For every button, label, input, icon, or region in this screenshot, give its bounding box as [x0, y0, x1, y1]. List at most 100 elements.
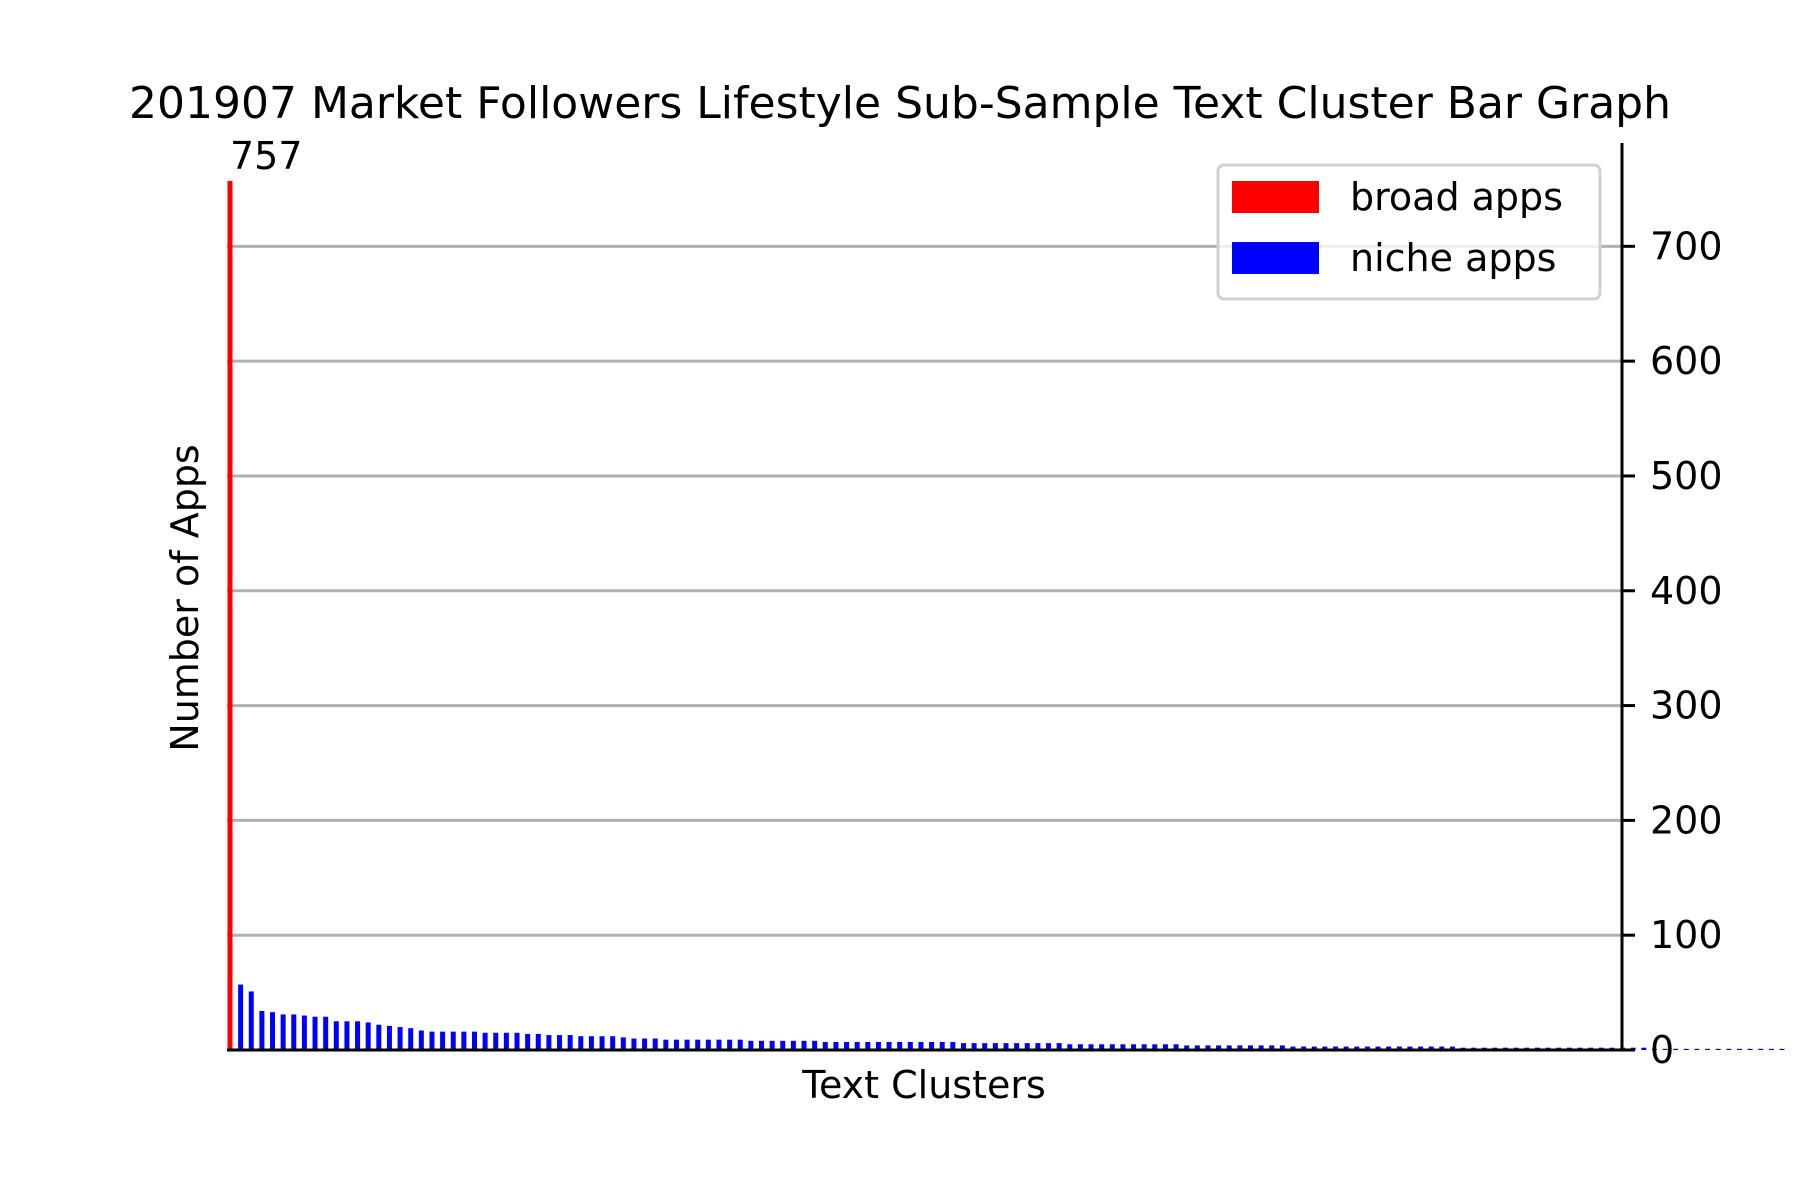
- bar-niche-apps-15: [397, 1027, 403, 1050]
- y-tick-label-200: 200: [1650, 798, 1723, 842]
- bar-niche-apps-3: [270, 1012, 276, 1050]
- y-tick-label-700: 700: [1650, 224, 1723, 268]
- bar-niche-apps-79: [1077, 1044, 1083, 1050]
- bar-niche-apps-23: [482, 1032, 488, 1050]
- bar-broad-apps-0: [227, 180, 233, 1051]
- bar-niche-apps-58: [854, 1041, 860, 1050]
- bar-niche-apps-134: [1662, 1048, 1668, 1050]
- bar-niche-apps-43: [695, 1039, 701, 1050]
- bar-niche-apps-93: [1226, 1045, 1232, 1050]
- bar-niche-apps-84: [1131, 1044, 1137, 1050]
- bar-niche-apps-75: [1035, 1043, 1041, 1050]
- bar-niche-apps-143: [1758, 1048, 1764, 1050]
- bar-niche-apps-90: [1194, 1045, 1200, 1050]
- bar-niche-apps-24: [493, 1032, 499, 1050]
- bar-niche-apps-61: [886, 1041, 892, 1050]
- bar-niche-apps-56: [833, 1041, 839, 1050]
- bar-niche-apps-89: [1184, 1045, 1190, 1050]
- bar-niche-apps-35: [610, 1036, 616, 1050]
- bar-niche-apps-59: [865, 1041, 871, 1050]
- bar-niche-apps-68: [960, 1043, 966, 1050]
- bar-niche-apps-138: [1705, 1048, 1711, 1050]
- bar-niche-apps-10: [344, 1021, 350, 1050]
- legend-label-niche-apps: niche apps: [1350, 236, 1556, 280]
- bar-niche-apps-50: [769, 1040, 775, 1050]
- bar-niche-apps-11: [355, 1021, 361, 1050]
- bar-niche-apps-133: [1651, 1048, 1657, 1050]
- bar-niche-apps-6: [301, 1015, 307, 1050]
- bar-niche-apps-96: [1258, 1045, 1264, 1050]
- bar-niche-apps-106: [1364, 1046, 1370, 1050]
- bar-niche-apps-31: [567, 1035, 573, 1050]
- y-axis: 0 100 200 300 400 500 600 700: [227, 143, 1723, 1072]
- bar-niche-apps-98: [1279, 1045, 1285, 1050]
- bar-niche-apps-145: [1779, 1048, 1785, 1050]
- y-tick-label-0: 0: [1650, 1028, 1674, 1072]
- bar-niche-apps-76: [1046, 1043, 1052, 1050]
- bar-niche-apps-27: [525, 1033, 531, 1050]
- bar-niche-apps-8: [323, 1016, 329, 1050]
- bar-niche-apps-91: [1205, 1045, 1211, 1050]
- bar-niche-apps-19: [440, 1031, 446, 1050]
- bar-niche-apps-4: [280, 1014, 286, 1050]
- bar-niche-apps-12: [365, 1022, 371, 1050]
- legend-swatch-niche-apps: [1232, 242, 1319, 274]
- bar-niche-apps-137: [1694, 1048, 1700, 1050]
- bar-niche-apps-103: [1333, 1046, 1339, 1050]
- bar-niche-apps-63: [907, 1041, 913, 1050]
- bar-niche-apps-82: [1109, 1044, 1115, 1050]
- bar-niche-apps-49: [759, 1040, 764, 1050]
- y-tick-label-600: 600: [1650, 339, 1723, 383]
- bar-niche-apps-57: [844, 1041, 850, 1050]
- bar-niche-apps-0: [238, 984, 244, 1050]
- bar-niche-apps-34: [599, 1036, 605, 1050]
- bar-niche-apps-108: [1386, 1046, 1392, 1050]
- bar-niche-apps-60: [875, 1041, 881, 1050]
- bar-niche-apps-140: [1726, 1048, 1732, 1050]
- bar-niche-apps-139: [1715, 1048, 1721, 1050]
- bar-niche-apps-45: [716, 1039, 722, 1050]
- bar-niche-apps-33: [588, 1036, 594, 1050]
- bar-niche-apps-109: [1396, 1046, 1402, 1050]
- grid-lines: [227, 244, 1622, 937]
- bar-niche-apps-142: [1747, 1048, 1753, 1050]
- bar-niche-apps-132: [1641, 1047, 1647, 1050]
- bar-niche-apps-83: [1120, 1044, 1126, 1050]
- bars: 757: [227, 134, 1785, 1051]
- bar-niche-apps-97: [1269, 1045, 1275, 1050]
- bar-niche-apps-88: [1173, 1044, 1179, 1050]
- bar-niche-apps-92: [1216, 1045, 1222, 1050]
- bar-niche-apps-81: [1099, 1044, 1105, 1050]
- chart-title: 201907 Market Followers Lifestyle Sub-Sa…: [129, 78, 1671, 129]
- bar-niche-apps-41: [673, 1039, 679, 1050]
- bar-niche-apps-135: [1673, 1048, 1679, 1050]
- bar-niche-apps-101: [1311, 1046, 1317, 1050]
- bar-niche-apps-94: [1237, 1045, 1243, 1050]
- bar-niche-apps-18: [429, 1031, 435, 1050]
- bar-niche-apps-104: [1343, 1046, 1349, 1050]
- bar-niche-apps-107: [1375, 1046, 1381, 1050]
- bar-niche-apps-77: [1056, 1043, 1062, 1050]
- x-axis-label: Text Clusters: [801, 1063, 1046, 1107]
- bar-niche-apps-85: [1141, 1044, 1147, 1050]
- y-tick-label-500: 500: [1650, 454, 1723, 498]
- bar-niche-apps-47: [737, 1039, 743, 1050]
- bar-niche-apps-71: [992, 1043, 998, 1050]
- bar-niche-apps-86: [1152, 1044, 1158, 1050]
- bar-niche-apps-7: [312, 1016, 318, 1050]
- bar-niche-apps-67: [950, 1041, 956, 1050]
- bar-niche-apps-99: [1290, 1046, 1296, 1050]
- bar-niche-apps-70: [982, 1043, 988, 1050]
- bar-niche-apps-26: [514, 1032, 520, 1050]
- bar-niche-apps-112: [1428, 1046, 1434, 1050]
- bar-niche-apps-64: [918, 1041, 924, 1050]
- bar-niche-apps-52: [790, 1040, 796, 1050]
- legend-swatch-broad-apps: [1232, 181, 1319, 213]
- bar-niche-apps-46: [727, 1039, 733, 1050]
- bar-niche-apps-72: [1003, 1043, 1009, 1050]
- y-tick-label-400: 400: [1650, 569, 1723, 613]
- bar-niche-apps-74: [1024, 1043, 1030, 1050]
- bar-niche-apps-53: [801, 1040, 807, 1050]
- bar-niche-apps-22: [471, 1031, 477, 1050]
